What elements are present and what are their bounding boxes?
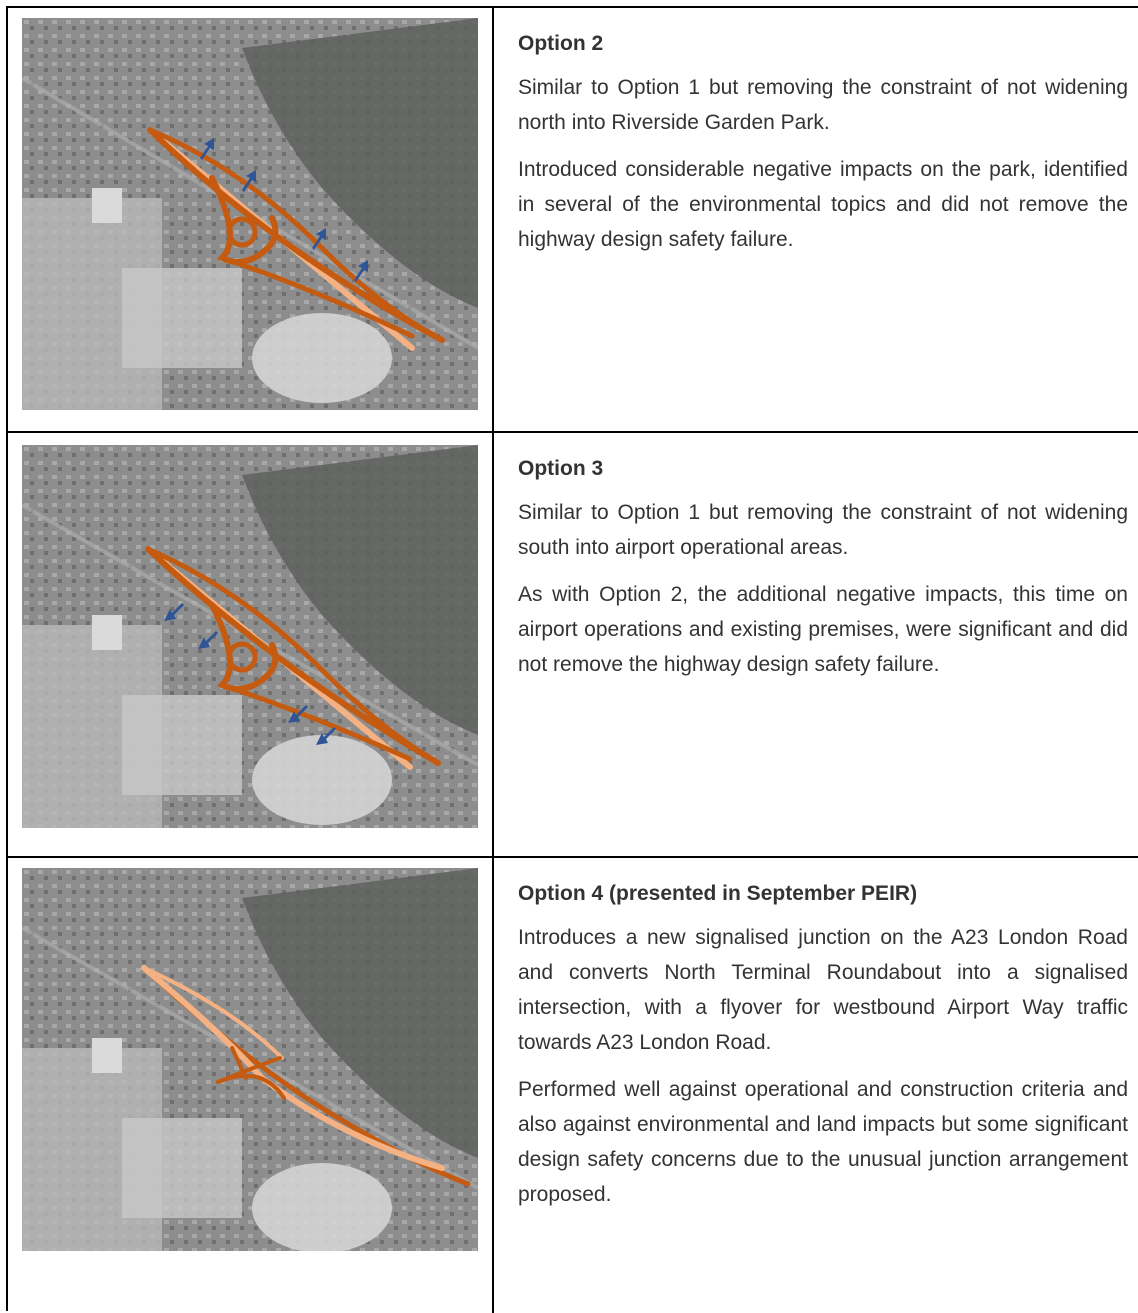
option-title: Option 2: [518, 32, 604, 55]
option-row: Option 4 (presented in September PEIR) I…: [8, 856, 1138, 1313]
option-title: Option 3: [518, 457, 604, 480]
option-description: Similar to Option 1 but removing the con…: [518, 76, 1128, 134]
option-description: Introduces a new signalised junction on …: [518, 926, 1128, 1054]
option-3-map-image: [22, 445, 478, 828]
column-divider: [492, 858, 494, 1313]
option-assessment: As with Option 2, the additional negativ…: [518, 583, 1128, 676]
road-layout-overlay: [145, 546, 441, 770]
road-layout-overlay: [147, 127, 445, 351]
option-4-map-image: [22, 868, 478, 1251]
option-assessment: Performed well against operational and c…: [518, 1078, 1128, 1206]
option-assessment: Introduced considerable negative impacts…: [518, 158, 1128, 251]
widening-arrows: [164, 603, 336, 745]
road-layout-overlay: [141, 965, 471, 1187]
option-2-text: Option 2 Similar to Option 1 but removin…: [518, 30, 1128, 269]
option-row: Option 3 Similar to Option 1 but removin…: [8, 431, 1138, 857]
option-row: Option 2 Similar to Option 1 but removin…: [8, 6, 1138, 432]
option-title: Option 4 (presented in September PEIR): [518, 882, 918, 905]
options-table: Option 2 Similar to Option 1 but removin…: [6, 6, 1138, 1313]
column-divider: [492, 8, 494, 432]
option-description: Similar to Option 1 but removing the con…: [518, 501, 1128, 559]
option-2-map-image: [22, 18, 478, 410]
option-4-text: Option 4 (presented in September PEIR) I…: [518, 880, 1128, 1224]
widening-arrows: [200, 138, 368, 282]
option-3-text: Option 3 Similar to Option 1 but removin…: [518, 455, 1128, 694]
column-divider: [492, 433, 494, 857]
